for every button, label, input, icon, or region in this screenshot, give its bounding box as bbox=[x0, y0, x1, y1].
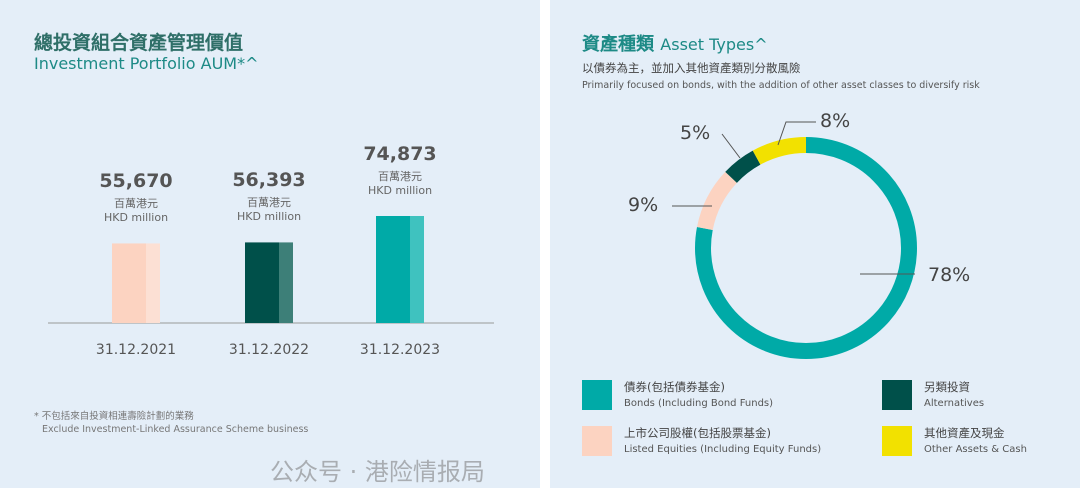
asset-subtitle-en: Primarily focused on bonds, with the add… bbox=[582, 80, 980, 91]
legend-label-zh: 另類投資 bbox=[924, 380, 970, 394]
bar-accent bbox=[146, 243, 160, 323]
slice-percent-label: 8% bbox=[820, 110, 851, 132]
footnote-zh: * 不包括來自投資相連壽險計劃的業務 bbox=[34, 411, 194, 422]
bar-unit-en: HKD million bbox=[367, 184, 433, 197]
donut-slice bbox=[695, 137, 917, 359]
bar-unit-en: HKD million bbox=[103, 211, 169, 225]
bar-category-label: 31.12.2021 bbox=[95, 342, 177, 358]
bar-accent bbox=[410, 216, 424, 323]
asset-types-panel: 資產種類 Asset Types^ 以債券為主，並加入其他資產類別分散風險 Pr… bbox=[550, 0, 1080, 488]
legend-label-en: Alternatives bbox=[924, 398, 985, 409]
bar-value-label: 55,670 bbox=[99, 170, 173, 193]
bar-31.12.2023 bbox=[376, 216, 410, 323]
bar-unit-zh: 百萬港元 bbox=[378, 170, 422, 183]
slice-percent-label: 9% bbox=[628, 194, 659, 216]
aum-title-en: Investment Portfolio AUM*^ bbox=[34, 54, 259, 73]
legend-swatch bbox=[882, 426, 912, 456]
bar-31.12.2022 bbox=[245, 242, 279, 323]
legend-swatch bbox=[582, 426, 612, 456]
bar-category-label: 31.12.2023 bbox=[359, 342, 441, 358]
bar-category-label: 31.12.2022 bbox=[228, 342, 310, 358]
slice-percent-label: 78% bbox=[928, 264, 971, 286]
aum-panel: 總投資組合資產管理價值 Investment Portfolio AUM*^ 5… bbox=[0, 0, 540, 488]
bar-accent bbox=[279, 242, 293, 323]
leader-line bbox=[777, 121, 816, 146]
aum-title-zh: 總投資組合資產管理價值 bbox=[34, 32, 244, 54]
legend-label-zh: 其他資產及現金 bbox=[924, 426, 1005, 440]
footnote-en: Exclude Investment-Linked Assurance Sche… bbox=[42, 424, 309, 435]
legend-swatch bbox=[582, 380, 612, 410]
legend-label-en: Bonds (Including Bond Funds) bbox=[624, 398, 774, 409]
bar-value-label: 74,873 bbox=[363, 143, 437, 165]
bar-unit-zh: 百萬港元 bbox=[114, 197, 158, 211]
asset-title-en: Asset Types^ bbox=[660, 35, 768, 54]
legend-swatch bbox=[882, 380, 912, 410]
legend-label-en: Other Assets & Cash bbox=[924, 444, 1027, 455]
bar-value-label: 56,393 bbox=[232, 169, 306, 192]
bar-unit-en: HKD million bbox=[236, 210, 302, 224]
asset-title-zh: 資產種類 bbox=[582, 34, 654, 55]
legend-label-zh: 債券(包括債券基金) bbox=[624, 380, 725, 394]
asset-donut-chart bbox=[672, 121, 917, 359]
aum-bar-chart bbox=[48, 216, 494, 324]
asset-subtitle-zh: 以債券為主，並加入其他資產類別分散風險 bbox=[582, 61, 801, 75]
legend-label-en: Listed Equities (Including Equity Funds) bbox=[624, 444, 822, 455]
leader-line bbox=[721, 133, 741, 159]
legend-label-zh: 上市公司股權(包括股票基金) bbox=[624, 426, 771, 440]
bar-unit-zh: 百萬港元 bbox=[247, 196, 291, 210]
watermark: 公众号 · 港险情报局 bbox=[270, 458, 485, 486]
slice-percent-label: 5% bbox=[680, 122, 711, 144]
bar-31.12.2021 bbox=[112, 243, 146, 323]
